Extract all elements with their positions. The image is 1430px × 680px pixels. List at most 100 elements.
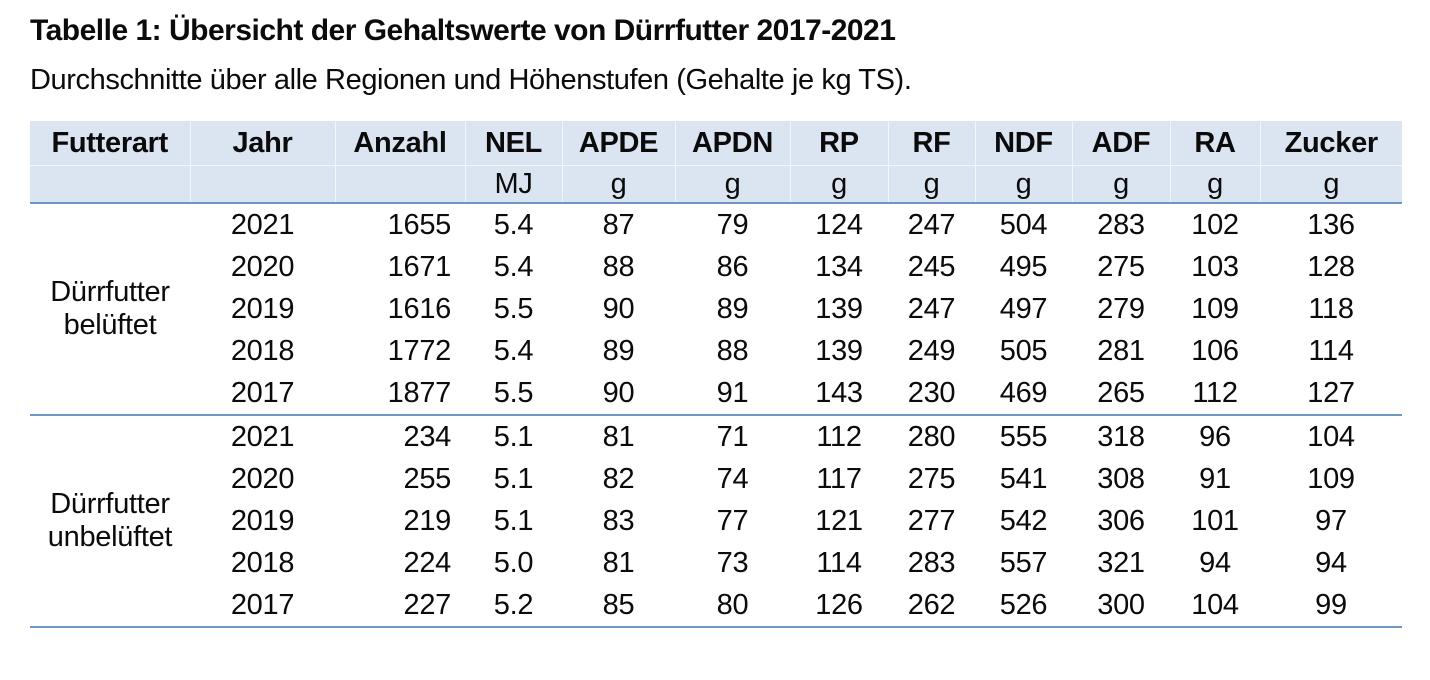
cell-anzahl: 224 [335, 542, 465, 584]
unit-rf: g [887, 165, 975, 203]
header-row: Futterart Jahr Anzahl NEL APDE APDN RP R… [30, 121, 1402, 166]
cell-nel: 5.1 [465, 458, 562, 500]
units-row: MJ g g g g g g g g [30, 165, 1402, 203]
cell-ndf: 557 [975, 542, 1072, 584]
cell-apdn: 88 [675, 330, 790, 372]
cell-ndf: 495 [975, 246, 1072, 288]
cell-apde: 88 [562, 246, 675, 288]
cell-apde: 81 [562, 542, 675, 584]
cell-apdn: 73 [675, 542, 790, 584]
cell-zucker: 94 [1260, 542, 1402, 584]
col-header-nel: NEL [464, 121, 562, 166]
cell-apdn: 89 [675, 288, 790, 330]
unit-ra: g [1169, 165, 1260, 203]
table-row: 2017 1877 5.5 90 91 143 230 469 265 112 … [30, 372, 1402, 415]
cell-ra: 109 [1170, 288, 1260, 330]
cell-rp: 114 [790, 542, 888, 584]
cell-apdn: 71 [675, 415, 790, 458]
cell-rf: 245 [888, 246, 975, 288]
cell-nel: 5.5 [465, 372, 562, 415]
col-header-apdn: APDN [674, 121, 790, 166]
cell-zucker: 97 [1260, 500, 1402, 542]
cell-ndf: 497 [975, 288, 1072, 330]
cell-rf: 280 [888, 415, 975, 458]
cell-apde: 82 [562, 458, 675, 500]
table-row: 2017 227 5.2 85 80 126 262 526 300 104 9… [30, 584, 1402, 627]
unit-jahr [189, 165, 335, 203]
cell-apdn: 77 [675, 500, 790, 542]
cell-anzahl: 1877 [335, 372, 465, 415]
group-unbelueftet: Dürrfutter unbelüftet 2021 234 5.1 81 71… [30, 415, 1402, 627]
cell-ra: 106 [1170, 330, 1260, 372]
cell-ndf: 541 [975, 458, 1072, 500]
page-title: Tabelle 1: Übersicht der Gehaltswerte vo… [30, 14, 896, 47]
cell-jahr: 2018 [190, 542, 335, 584]
col-header-ndf: NDF [974, 121, 1072, 166]
table-row: Dürrfutter belüftet 2021 1655 5.4 87 79 … [30, 203, 1402, 415]
cell-ra: 112 [1170, 372, 1260, 415]
cell-jahr: 2019 [190, 288, 335, 330]
cell-jahr: 2021 [190, 415, 335, 458]
unit-rp: g [789, 165, 888, 203]
cell-jahr: 2020 [190, 246, 335, 288]
cell-apdn: 86 [675, 246, 790, 288]
col-header-rp: RP [789, 121, 888, 166]
table-row: 2020 255 5.1 82 74 117 275 541 308 91 10… [30, 458, 1402, 500]
cell-ra: 102 [1170, 203, 1260, 246]
cell-ndf: 542 [975, 500, 1072, 542]
cell-ndf: 555 [975, 415, 1072, 458]
table-header: Futterart Jahr Anzahl NEL APDE APDN RP R… [30, 121, 1402, 203]
cell-zucker: 128 [1260, 246, 1402, 288]
cell-adf: 275 [1072, 246, 1170, 288]
cell-nel: 5.4 [465, 203, 562, 246]
cell-rf: 277 [888, 500, 975, 542]
cell-zucker: 109 [1260, 458, 1402, 500]
cell-adf: 283 [1072, 203, 1170, 246]
group-belueftet: Dürrfutter belüftet 2021 1655 5.4 87 79 … [30, 203, 1402, 415]
cell-rp: 139 [790, 330, 888, 372]
table-row: 2019 1616 5.5 90 89 139 247 497 279 109 … [30, 288, 1402, 330]
cell-rp: 139 [790, 288, 888, 330]
gehaltswerte-table: Futterart Jahr Anzahl NEL APDE APDN RP R… [30, 121, 1402, 628]
cell-apde: 90 [562, 372, 675, 415]
cell-ndf: 526 [975, 584, 1072, 627]
cell-rp: 124 [790, 203, 888, 246]
group-label-unbelueftet: Dürrfutter unbelüftet [30, 415, 190, 627]
cell-rf: 247 [888, 203, 975, 246]
col-header-jahr: Jahr [189, 121, 335, 166]
col-header-apde: APDE [561, 121, 675, 166]
cell-adf: 306 [1072, 500, 1170, 542]
cell-nel: 5.1 [465, 415, 562, 458]
cell-apde: 85 [562, 584, 675, 627]
unit-adf: g [1071, 165, 1170, 203]
cell-adf: 281 [1072, 330, 1170, 372]
unit-ndf: g [974, 165, 1072, 203]
cell-apdn: 74 [675, 458, 790, 500]
unit-anzahl [334, 165, 465, 203]
cell-anzahl: 1616 [335, 288, 465, 330]
cell-apde: 89 [562, 330, 675, 372]
table-row: 2019 219 5.1 83 77 121 277 542 306 101 9… [30, 500, 1402, 542]
cell-anzahl: 1671 [335, 246, 465, 288]
cell-apdn: 79 [675, 203, 790, 246]
cell-jahr: 2018 [190, 330, 335, 372]
page-subtitle: Durchschnitte über alle Regionen und Höh… [30, 64, 912, 96]
cell-anzahl: 219 [335, 500, 465, 542]
cell-rp: 143 [790, 372, 888, 415]
unit-apdn: g [674, 165, 790, 203]
cell-apde: 87 [562, 203, 675, 246]
cell-anzahl: 1772 [335, 330, 465, 372]
unit-apde: g [561, 165, 675, 203]
cell-ra: 101 [1170, 500, 1260, 542]
col-header-anzahl: Anzahl [334, 121, 465, 166]
table-row: 2018 224 5.0 81 73 114 283 557 321 94 94 [30, 542, 1402, 584]
cell-rf: 283 [888, 542, 975, 584]
cell-nel: 5.1 [465, 500, 562, 542]
cell-adf: 279 [1072, 288, 1170, 330]
col-header-futterart: Futterart [30, 121, 190, 166]
cell-anzahl: 255 [335, 458, 465, 500]
cell-rf: 275 [888, 458, 975, 500]
cell-nel: 5.4 [465, 330, 562, 372]
cell-rf: 230 [888, 372, 975, 415]
cell-ra: 96 [1170, 415, 1260, 458]
